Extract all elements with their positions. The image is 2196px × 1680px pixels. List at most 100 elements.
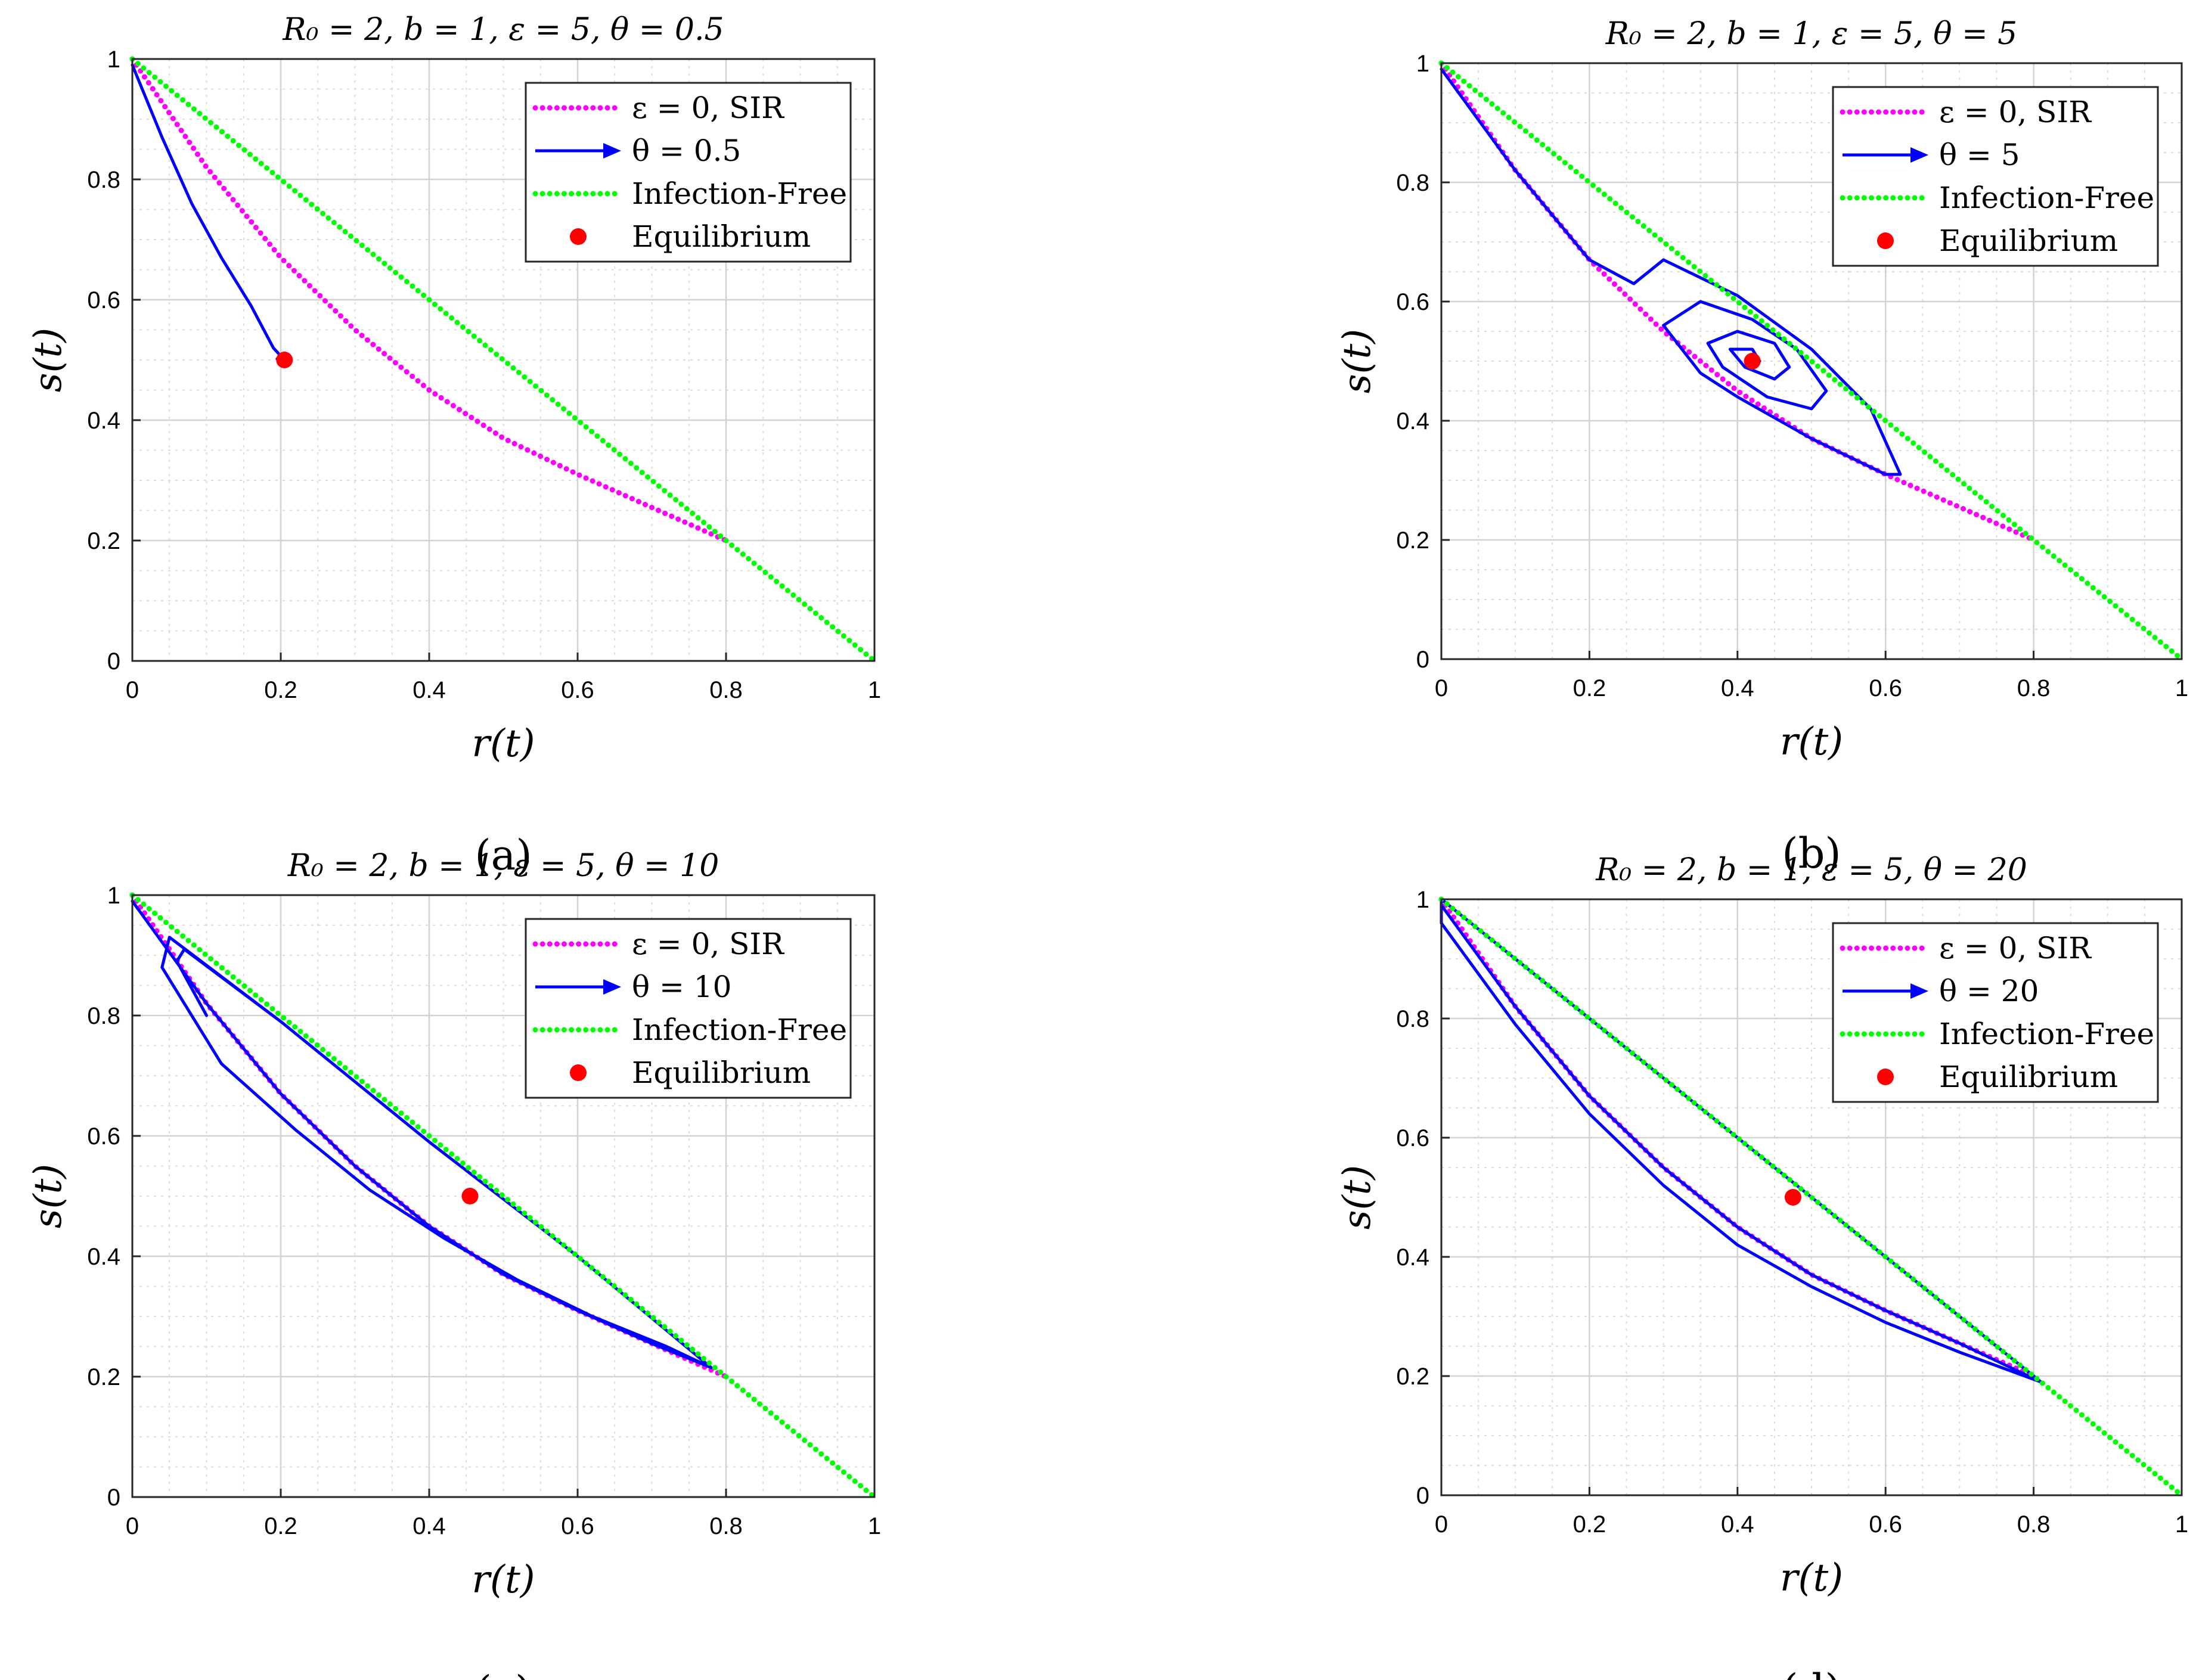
y-tick-label: 0.6 — [87, 287, 120, 313]
legend: ε = 0, SIR θ = 0.5 Infection-Free Equilibri… — [525, 82, 852, 263]
x-axis-label: r(t) — [1780, 720, 1843, 764]
trajectory-curve — [1440, 67, 1902, 476]
panel-caption: (a) — [474, 831, 532, 880]
x-tick-label: 1 — [2175, 675, 2188, 701]
legend-entry: ε = 0, SIR — [1939, 95, 2092, 129]
infection-free-line — [129, 892, 877, 1500]
y-axis-label: s(t) — [1335, 329, 1379, 394]
y-tick-label: 0 — [107, 648, 120, 675]
x-tick-label: 0.2 — [264, 677, 297, 703]
panel-b: 0 0.2 0.4 0.6 0.8 1 0 0.2 0.4 0.6 0.8 1 R₀ = 2, b = … — [1335, 16, 2188, 878]
legend-entry: Equilibrium — [632, 219, 811, 254]
x-tick-label: 0.6 — [561, 1513, 594, 1539]
legend-entry: Infection-Free — [1939, 181, 2154, 215]
legend-entry: Equilibrium — [1939, 1060, 2118, 1094]
x-tick-label: 0.6 — [561, 677, 594, 703]
legend-entry: θ = 20 — [1939, 974, 2039, 1008]
legend-entry: θ = 0.5 — [632, 133, 741, 168]
sir-curve — [1438, 60, 2037, 543]
trajectory-curve — [131, 899, 713, 1370]
x-tick-label: 0.2 — [1573, 1511, 1606, 1538]
y-tick-label: 0.2 — [1396, 527, 1429, 554]
equilibrium-point — [276, 352, 293, 368]
y-tick-label: 0.8 — [87, 167, 120, 193]
y-tick-label: 0.2 — [1396, 1364, 1429, 1390]
infection-free-line — [129, 56, 877, 664]
panel-caption: (b) — [1782, 829, 1841, 878]
legend-entry: Infection-Free — [1939, 1017, 2154, 1051]
legend-entry: ε = 0, SIR — [1939, 931, 2092, 965]
legend-entry: Infection-Free — [632, 176, 847, 211]
y-tick-label: 0 — [107, 1485, 120, 1511]
x-tick-label: 0.8 — [2017, 675, 2051, 701]
y-tick-label: 0.2 — [87, 528, 120, 554]
infection-free-line — [1438, 60, 2185, 662]
y-tick-label: 0 — [1416, 647, 1429, 673]
x-tick-label: 1 — [868, 677, 881, 703]
x-axis-label: r(t) — [472, 1558, 535, 1602]
panel-c: 0 0.2 0.4 0.6 0.8 1 0 0.2 0.4 0.6 0.8 1 R₀ = 2, b = … — [26, 848, 881, 1680]
panel-caption: (d) — [1782, 1665, 1841, 1680]
panel-title: R₀ = 2, b = 1, ε = 5, θ = 20 — [1595, 852, 2027, 888]
sir-curve — [129, 56, 729, 544]
y-tick-label: 0.6 — [1396, 289, 1429, 315]
y-tick-label: 0.4 — [87, 1244, 120, 1270]
y-tick-label: 0.4 — [87, 408, 120, 434]
equilibrium-point — [461, 1188, 479, 1204]
arrow-head-icon — [1910, 983, 1928, 999]
x-tick-label: 0.4 — [1721, 1511, 1754, 1538]
equilibrium-point — [1744, 353, 1761, 369]
legend-entry: ε = 0, SIR — [632, 91, 784, 125]
x-axis-label: r(t) — [472, 722, 535, 766]
legend-entry: Infection-Free — [632, 1013, 847, 1047]
panel-caption: (c) — [476, 1667, 532, 1680]
x-tick-label: 0 — [126, 1513, 139, 1539]
x-tick-label: 0.8 — [2017, 1511, 2051, 1538]
x-tick-label: 0.4 — [412, 677, 446, 703]
legend-entry: ε = 0, SIR — [632, 927, 784, 961]
legend-entry: θ = 10 — [632, 970, 731, 1004]
infection-free-line — [1438, 896, 2185, 1498]
legend-swatch-equilibrium — [570, 228, 587, 245]
arrow-head-icon — [603, 143, 621, 159]
legend-swatch-equilibrium — [1877, 232, 1894, 249]
panel-a: 0 0.2 0.4 0.6 0.8 1 0 0.2 0.4 0.6 0.8 1 R₀ = 2, b = … — [26, 12, 881, 880]
arrow-head-icon — [603, 979, 621, 995]
panel-d: 0 0.2 0.4 0.6 0.8 1 0 0.2 0.4 0.6 0.8 1 R₀ = 2, b = … — [1335, 852, 2188, 1680]
y-axis-label: s(t) — [1335, 1165, 1379, 1230]
equilibrium-point — [1784, 1189, 1801, 1206]
legend: ε = 0, SIR θ = 10 Infection-Free Equilibriu… — [525, 918, 852, 1099]
axes-frame — [1440, 898, 2183, 1496]
y-tick-label: 0.8 — [1396, 170, 1429, 196]
panel-title: R₀ = 2, b = 1, ε = 5, θ = 0.5 — [282, 12, 724, 48]
y-tick-label: 0.2 — [87, 1364, 120, 1390]
x-tick-label: 0.6 — [1869, 1511, 1902, 1538]
x-tick-label: 0.4 — [412, 1513, 446, 1539]
x-tick-label: 0.2 — [1573, 675, 1606, 701]
x-tick-label: 0.8 — [709, 1513, 743, 1539]
axes-frame — [1440, 62, 2183, 660]
y-axis-label: s(t) — [26, 328, 70, 393]
axes-frame — [131, 58, 876, 662]
legend-swatch-equilibrium — [1877, 1069, 1894, 1085]
legend-entry: Equilibrium — [632, 1055, 811, 1090]
y-tick-label: 0 — [1416, 1483, 1429, 1509]
x-tick-label: 0 — [1435, 1511, 1448, 1538]
legend-entry: θ = 5 — [1939, 138, 2020, 172]
legend-swatch-equilibrium — [570, 1064, 587, 1081]
y-tick-label: 0.6 — [1396, 1125, 1429, 1151]
legend-entry: Equilibrium — [1939, 223, 2118, 258]
x-tick-label: 0 — [1435, 675, 1448, 701]
x-tick-label: 0.6 — [1869, 675, 1902, 701]
trajectory-curve — [1440, 898, 2043, 1384]
y-tick-label: 0.4 — [1396, 408, 1429, 434]
y-tick-label: 0.6 — [87, 1123, 120, 1150]
y-tick-label: 1 — [1416, 887, 1429, 913]
axes-frame — [131, 894, 876, 1498]
x-tick-label: 0.2 — [264, 1513, 297, 1539]
arrow-head-icon — [1910, 147, 1928, 163]
y-tick-label: 0.4 — [1396, 1244, 1429, 1271]
x-axis-label: r(t) — [1780, 1556, 1843, 1600]
panel-title: R₀ = 2, b = 1, ε = 5, θ = 10 — [287, 848, 719, 884]
